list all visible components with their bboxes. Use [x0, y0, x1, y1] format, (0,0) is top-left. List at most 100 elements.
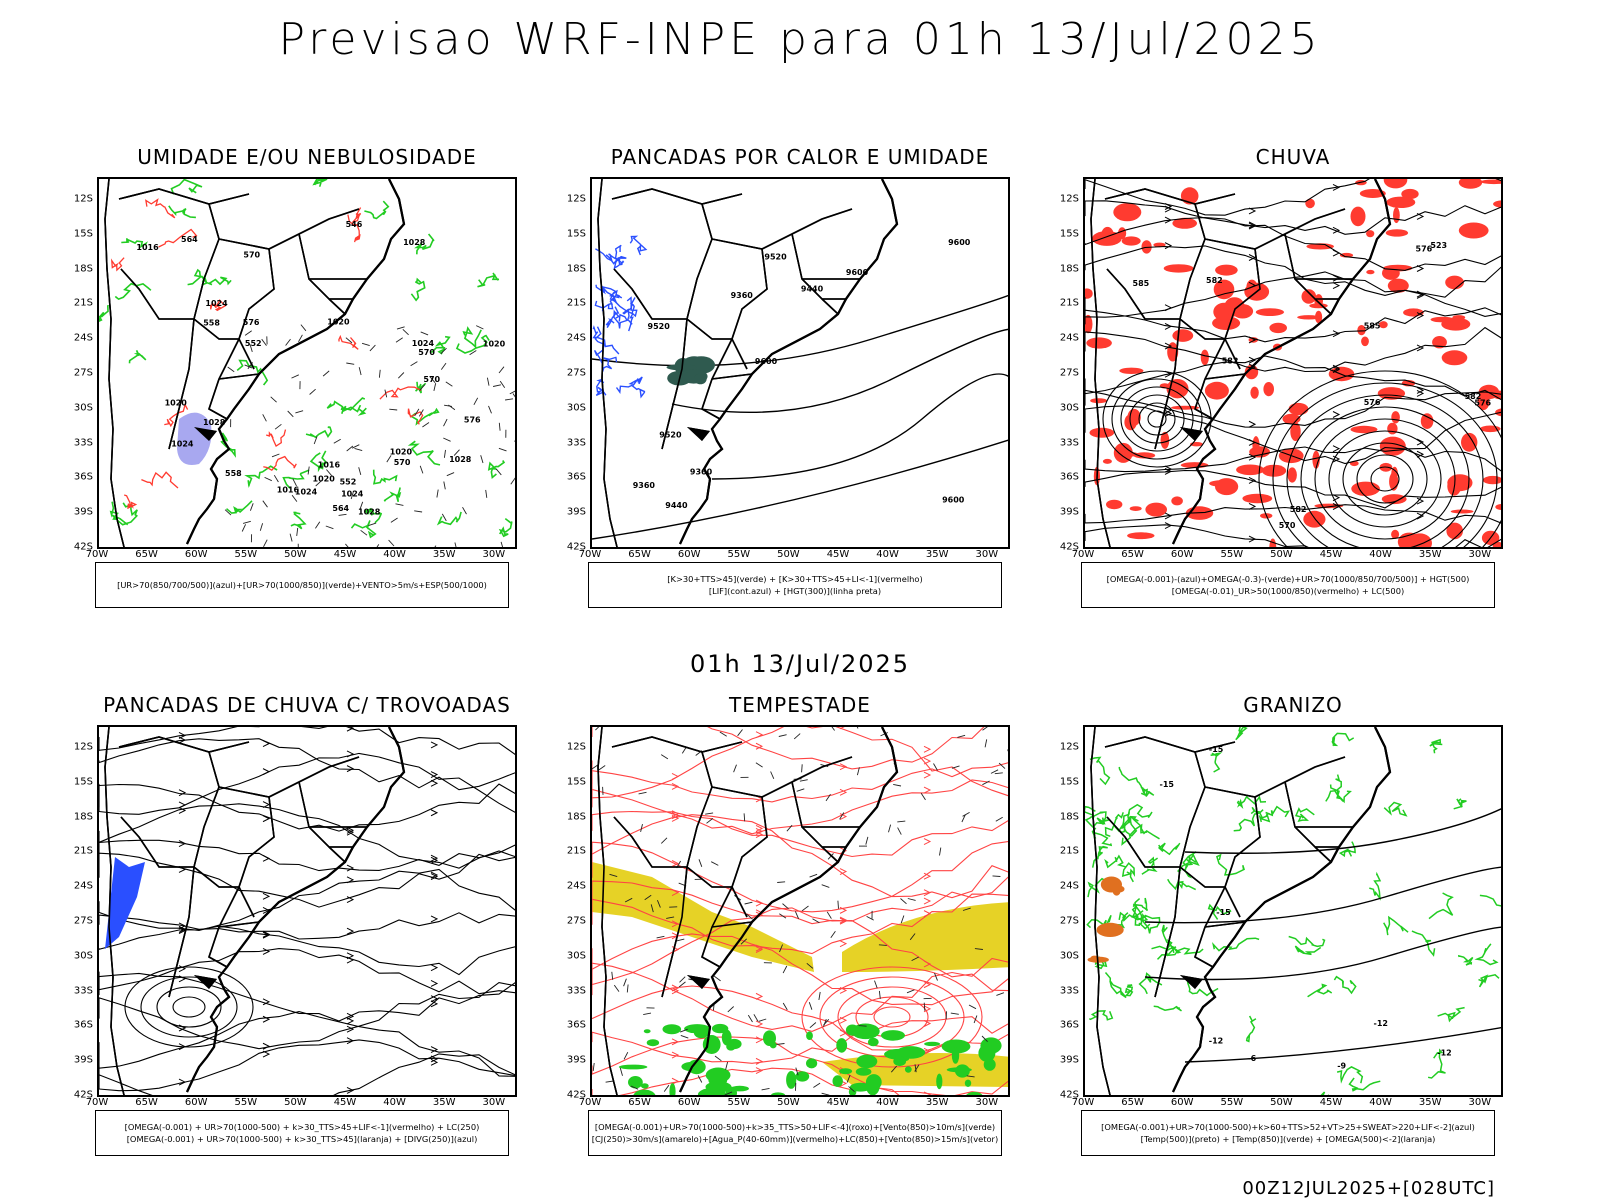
- flow-arrow: [430, 854, 439, 862]
- shaded-cell: [618, 1064, 648, 1070]
- contour-line: [1429, 738, 1443, 754]
- wind-vector: [376, 544, 380, 547]
- contour-line: [595, 248, 624, 264]
- state-border: [218, 373, 260, 380]
- panel-umidade: UMIDADE E/OU NEBULOSIDADE 1016 1016 1020 101…: [74, 145, 517, 609]
- flow-arrow: [923, 757, 932, 765]
- shaded-cell: [867, 1037, 879, 1047]
- flow-arrow: [430, 871, 439, 879]
- shaded-cell: [1290, 422, 1301, 441]
- lon-tick-label: 70W: [85, 1097, 109, 1108]
- flow-arrow: [839, 727, 845, 730]
- flow-arrow: [1332, 226, 1341, 234]
- wind-vector: [287, 410, 294, 418]
- contour-ring: [1120, 386, 1194, 452]
- flow-arrow: [1416, 344, 1425, 352]
- streamline: [99, 839, 515, 872]
- wind-vector: [806, 962, 814, 969]
- wind-vector: [794, 911, 800, 919]
- contour-label: 9360: [690, 467, 713, 476]
- shaded-cell: [1288, 402, 1309, 416]
- lat-tick-label: 36S: [73, 1019, 93, 1031]
- coastline-pacific: [104, 179, 125, 547]
- contour-line: [187, 268, 208, 286]
- wind-vector: [619, 1067, 623, 1076]
- wind-vector: [499, 380, 506, 389]
- shaded-cell: [836, 1038, 848, 1053]
- contour-line: [99, 304, 109, 322]
- flow-arrow: [262, 768, 271, 776]
- caption-line: [OMEGA(-0.001)-(azul)+OMEGA(-0.3)-(verde…: [1106, 574, 1470, 584]
- flow-arrow: [755, 1020, 764, 1028]
- wind-vector: [510, 477, 515, 485]
- coastline: [186, 727, 406, 1093]
- flow-arrow: [346, 727, 355, 732]
- wind-vector: [397, 372, 405, 379]
- lat-tick-label: 27S: [566, 367, 586, 379]
- flow-arrow: [1248, 439, 1257, 446]
- state-border: [1284, 233, 1339, 300]
- map-frame: [590, 725, 1010, 1097]
- shaded-cell: [1101, 226, 1114, 244]
- wind-vector: [295, 410, 304, 414]
- shaded-cell: [855, 1067, 872, 1076]
- wind-vector: [727, 1006, 735, 1013]
- flow-arrow: [262, 930, 271, 938]
- contour-label: -12: [1437, 1049, 1451, 1058]
- contour-line: [290, 511, 307, 530]
- contour-line: [363, 507, 383, 524]
- flow-arrow: [923, 745, 932, 753]
- flow-arrow: [839, 813, 848, 820]
- wind-vector: [650, 904, 654, 913]
- contour-line: [220, 432, 236, 458]
- lat-tick-label: 27S: [73, 367, 93, 379]
- streamline: [592, 893, 1008, 955]
- lon-tick-label: 50W: [777, 549, 800, 560]
- contour-line: [110, 257, 125, 272]
- contour-line: [1235, 727, 1248, 741]
- contour-line: [628, 376, 643, 386]
- contour-label: 576: [1416, 244, 1433, 253]
- contour-label: -15: [1209, 745, 1224, 754]
- streamline: [99, 783, 515, 832]
- wind-vector: [782, 1002, 788, 1011]
- wind-vector: [962, 812, 970, 817]
- lon-tick-label: 40W: [876, 549, 899, 560]
- shaded-cell: [1391, 529, 1400, 539]
- wind-vector: [270, 396, 277, 403]
- flow-arrow: [923, 960, 932, 968]
- panel-granizo: GRANIZO -6 -9 -12 -12 -15 -15 -15 -12 12S 15S 18S 21…: [1060, 693, 1503, 1157]
- contour-label: -12: [1374, 1019, 1388, 1028]
- wind-vector: [697, 1075, 703, 1083]
- contour-ring: [1272, 382, 1498, 547]
- contour-ring: [124, 966, 254, 1048]
- contour-line: [462, 326, 482, 349]
- contour-label: 576: [464, 415, 481, 424]
- wind-vector: [755, 762, 763, 768]
- contour-line: [498, 517, 513, 538]
- lon-tick-label: 35W: [1418, 549, 1442, 560]
- lat-tick-label: 15S: [73, 776, 93, 788]
- lat-tick-label: 39S: [566, 506, 586, 518]
- wind-vector: [914, 1064, 920, 1072]
- flow-arrow: [1416, 389, 1425, 397]
- shaded-cell: [1393, 207, 1400, 224]
- coastline: [679, 179, 899, 545]
- contour-line: [1288, 935, 1326, 948]
- state-border: [701, 338, 733, 420]
- wind-vector: [242, 520, 251, 524]
- wind-vector: [495, 468, 502, 476]
- wind-vector: [909, 933, 916, 941]
- shaded-cell: [1129, 506, 1142, 511]
- streamline: [1085, 307, 1501, 343]
- shaded-cell: [1366, 230, 1375, 238]
- lon-tick-label: 50W: [1270, 1097, 1293, 1108]
- streamline: [592, 1067, 900, 1095]
- shaded-cell: [1350, 206, 1366, 227]
- flow-arrow: [178, 925, 187, 933]
- lon-tick-label: 50W: [1270, 549, 1293, 560]
- contour-label: 1024: [341, 490, 364, 499]
- flow-arrow: [755, 944, 764, 952]
- contour-line: [372, 469, 398, 485]
- streamlines: [592, 727, 1008, 1095]
